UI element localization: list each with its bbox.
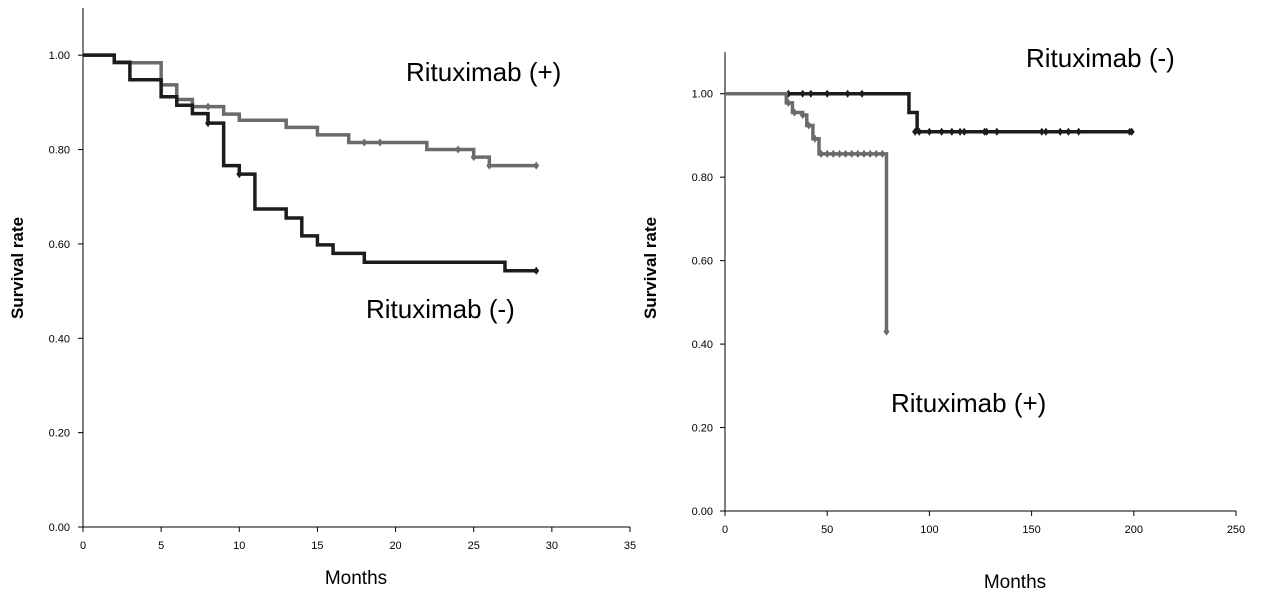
y-axis-label: Survival rate [8,217,27,319]
censor-mark-rituximab-plus [860,149,867,158]
censor-mark-rituximab-minus [1128,127,1135,136]
x-tick-label: 50 [821,524,833,536]
censor-mark-rituximab-minus [948,127,955,136]
x-tick-label: 150 [1022,524,1040,536]
censor-mark-rituximab-plus [842,149,849,158]
censor-mark-rituximab-plus [879,149,886,158]
censor-mark-rituximab-minus [807,89,814,98]
x-tick-label: 0 [80,540,86,552]
series-line-rituximab-minus [83,53,537,273]
series-annotation: Rituximab (+) [891,388,1046,418]
censor-mark-rituximab-minus [1065,127,1072,136]
series-annotation: Rituximab (+) [406,57,561,87]
x-tick-label: 15 [311,540,323,552]
x-tick-label: 35 [624,540,636,552]
x-tick-label: 100 [920,524,938,536]
y-tick-label: 0.60 [49,239,70,251]
censor-mark-rituximab-minus [961,127,968,136]
y-tick-label: 0.20 [692,423,713,435]
x-tick-label: 25 [468,540,480,552]
x-tick-label: 200 [1125,524,1143,536]
y-tick-label: 0.60 [692,256,713,268]
y-tick-label: 0.20 [49,428,70,440]
censor-mark-rituximab-plus [883,327,890,336]
censor-mark-rituximab-plus [533,161,540,170]
censor-mark-rituximab-plus [830,149,837,158]
censor-mark-rituximab-minus [844,89,851,98]
censor-mark-rituximab-plus [836,149,843,158]
x-axis-label: Months [325,568,387,589]
y-tick-label: 0.00 [49,522,70,534]
x-tick-label: 5 [158,540,164,552]
censor-mark-rituximab-minus [993,127,1000,136]
censor-mark-rituximab-plus [848,149,855,158]
series-annotation: Rituximab (-) [1026,43,1175,73]
censor-mark-rituximab-plus [799,111,806,120]
series-line-rituximab-plus [83,53,537,168]
right-survival-chart: 0.00 0.20 0.40 0.60 0.80 1.00 0 50 100 150 200 250 M… [641,43,1245,593]
censor-mark-rituximab-minus [912,127,919,136]
series-annotation: Rituximab (-) [366,294,515,324]
censor-mark-rituximab-plus [867,149,874,158]
x-tick-label: 30 [546,540,558,552]
censor-mark-rituximab-minus [205,119,212,128]
x-axis-label: Months [984,572,1046,593]
censor-mark-rituximab-plus [361,138,368,147]
censor-mark-rituximab-plus [791,108,798,117]
censor-mark-rituximab-plus [455,145,462,154]
censor-mark-rituximab-plus [470,153,477,162]
censor-mark-rituximab-minus [533,266,540,275]
censor-mark-rituximab-minus [926,127,933,136]
censor-mark-rituximab-minus [824,89,831,98]
left-survival-chart: 0.00 0.20 0.40 0.60 0.80 1.00 0 5 10 15 20 25 30 35 Mo… [8,8,636,589]
censor-mark-rituximab-plus [805,121,812,130]
y-tick-label: 0.00 [692,506,713,518]
censor-mark-rituximab-plus [205,102,212,111]
censor-mark-rituximab-minus [799,89,806,98]
censor-mark-rituximab-minus [938,127,945,136]
censor-mark-rituximab-plus [873,149,880,158]
x-tick-label: 0 [722,524,728,536]
censor-mark-rituximab-plus [818,149,825,158]
series-line-rituximab-plus [725,91,889,332]
censor-mark-rituximab-minus [858,89,865,98]
censor-mark-rituximab-minus [1042,127,1049,136]
censor-mark-rituximab-minus [1057,127,1064,136]
y-tick-label: 1.00 [49,50,70,62]
x-tick-label: 10 [233,540,245,552]
censor-mark-rituximab-minus [1075,127,1082,136]
censor-mark-rituximab-plus [811,134,818,143]
x-tick-label: 250 [1227,524,1245,536]
y-tick-label: 0.40 [692,339,713,351]
censor-mark-rituximab-minus [236,170,243,179]
censor-mark-rituximab-minus [1038,127,1045,136]
y-tick-label: 0.40 [49,333,70,345]
censor-mark-rituximab-minus [957,127,964,136]
censor-mark-rituximab-minus [983,127,990,136]
censor-mark-rituximab-plus [824,149,831,158]
y-tick-label: 1.00 [692,89,713,101]
y-tick-label: 0.80 [692,172,713,184]
censor-mark-rituximab-plus [854,149,861,158]
censor-mark-rituximab-plus [376,138,383,147]
censor-mark-rituximab-minus [916,127,923,136]
censor-mark-rituximab-plus [785,98,792,107]
x-tick-label: 20 [389,540,401,552]
censor-mark-rituximab-plus [486,161,493,170]
y-tick-label: 0.80 [49,145,70,157]
y-axis-label: Survival rate [641,217,660,319]
